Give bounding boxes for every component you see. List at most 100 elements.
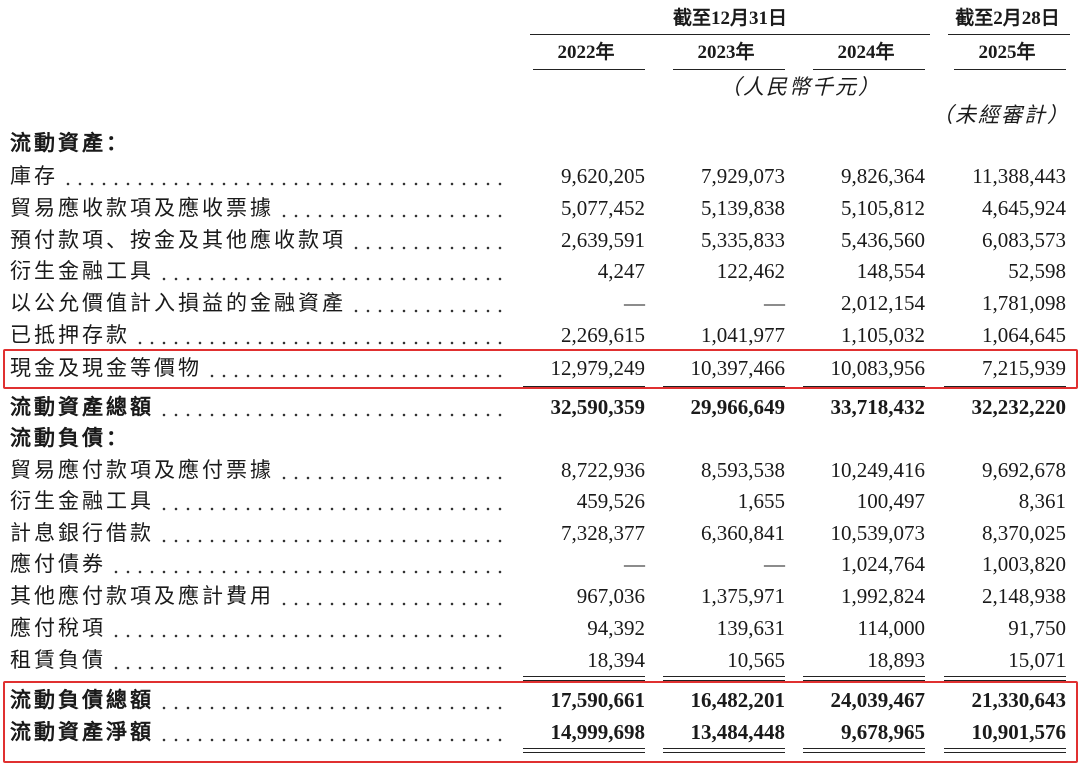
- cell: 1,064,645: [982, 323, 1066, 347]
- leader-dots: [278, 193, 505, 223]
- year: 2023年: [697, 42, 755, 63]
- rule: [523, 748, 645, 749]
- leader-dots: [62, 161, 505, 191]
- cell: 10,083,956: [830, 356, 926, 380]
- cell: —: [624, 552, 645, 576]
- rule: [803, 676, 925, 677]
- label-text: 應付債券: [10, 552, 106, 576]
- label-text: 預付款項、按金及其他應收款項: [10, 228, 346, 252]
- cell: 13,484,448: [690, 720, 786, 744]
- row-label: 計息銀行借款: [10, 518, 505, 548]
- row-label: 衍生金融工具: [10, 256, 505, 286]
- label-text: 已抵押存款: [10, 323, 130, 347]
- rule: [523, 680, 645, 681]
- cell: 4,247: [597, 259, 645, 283]
- rule: [663, 676, 785, 677]
- cell: 33,718,432: [830, 395, 926, 419]
- cell: 18,394: [587, 648, 645, 672]
- rule: [530, 34, 930, 35]
- row-label: 流動資產總額: [10, 392, 505, 422]
- row-label: 貿易應收款項及應收票據: [10, 193, 505, 223]
- rule: [944, 748, 1066, 749]
- cell: 6,083,573: [982, 228, 1066, 252]
- row-label: 流動負債總額: [10, 685, 505, 715]
- cell: 8,370,025: [982, 521, 1066, 545]
- row-label: 流動負債：: [10, 423, 505, 453]
- rule: [663, 752, 785, 753]
- cell: 114,000: [857, 616, 925, 640]
- cell: 8,593,538: [701, 458, 785, 482]
- label-text: 流動資產：: [10, 131, 130, 155]
- cell: 2,269,615: [561, 323, 645, 347]
- leader-dots: [134, 320, 505, 350]
- label-text: 應付稅項: [10, 616, 106, 640]
- cell: 7,328,377: [561, 521, 645, 545]
- cell: 2,639,591: [561, 228, 645, 252]
- cell: 5,436,560: [841, 228, 925, 252]
- cell: 1,041,977: [701, 323, 785, 347]
- cell: 16,482,201: [690, 688, 786, 712]
- cell: 5,105,812: [841, 196, 925, 220]
- label-text: 其他應付款項及應計費用: [10, 584, 274, 608]
- cell: 5,335,833: [701, 228, 785, 252]
- rule: [803, 752, 925, 753]
- row-label: 租賃負債: [10, 645, 505, 675]
- cell: 17,590,661: [550, 688, 646, 712]
- row-label: 以公允價值計入損益的金融資產: [10, 288, 505, 318]
- highlight: [3, 349, 1078, 389]
- period-group: 截至2月28日: [955, 8, 1060, 29]
- row-label: 應付稅項: [10, 613, 505, 643]
- rule: [803, 748, 925, 749]
- leader-dots: [350, 225, 505, 255]
- cell: 10,565: [727, 648, 785, 672]
- row-label: 流動資產淨額: [10, 717, 505, 747]
- cell: 2,012,154: [841, 291, 925, 315]
- leader-dots: [158, 717, 505, 747]
- cell: 1,003,820: [982, 552, 1066, 576]
- label-text: 流動負債總額: [10, 688, 154, 712]
- rule: [803, 680, 925, 681]
- cell: 1,781,098: [982, 291, 1066, 315]
- row-label: 現金及現金等價物: [10, 353, 505, 383]
- rule: [954, 69, 1066, 70]
- cell: 15,071: [1008, 648, 1066, 672]
- cell: 94,392: [587, 616, 645, 640]
- cell: 148,554: [856, 259, 925, 283]
- row-label: 其他應付款項及應計費用: [10, 581, 505, 611]
- rule: [523, 752, 645, 753]
- label-text: 計息銀行借款: [10, 521, 154, 545]
- cell: 967,036: [576, 584, 645, 608]
- label-text: 庫存: [10, 164, 58, 188]
- leader-dots: [158, 392, 505, 422]
- rule: [803, 386, 925, 387]
- rule: [663, 680, 785, 681]
- cell: 10,397,466: [690, 356, 786, 380]
- cell: 1,105,032: [841, 323, 925, 347]
- cell: 1,024,764: [841, 552, 925, 576]
- rule: [813, 69, 925, 70]
- cell: 91,750: [1008, 616, 1066, 640]
- rule: [944, 752, 1066, 753]
- rule: [663, 748, 785, 749]
- label-text: 以公允價值計入損益的金融資產: [10, 291, 346, 315]
- label-text: 流動資產淨額: [10, 720, 154, 744]
- cell: —: [764, 291, 785, 315]
- cell: 9,826,364: [841, 164, 925, 188]
- label-text: 衍生金融工具: [10, 489, 154, 513]
- cell: 21,330,643: [971, 688, 1067, 712]
- cell: —: [764, 552, 785, 576]
- year: 2024年: [837, 42, 895, 63]
- row-label: 應付債券: [10, 549, 505, 579]
- year: 2025年: [978, 42, 1036, 63]
- cell: 1,992,824: [841, 584, 925, 608]
- cell: 139,631: [716, 616, 785, 640]
- cell: 18,893: [867, 648, 925, 672]
- label-text: 流動負債：: [10, 426, 130, 450]
- row-label: 已抵押存款: [10, 320, 505, 350]
- cell: 32,590,359: [550, 395, 646, 419]
- leader-dots: [350, 288, 505, 318]
- leader-dots: [158, 518, 505, 548]
- cell: 7,215,939: [982, 356, 1066, 380]
- period-group: 截至12月31日: [672, 8, 787, 29]
- rule: [948, 34, 1070, 35]
